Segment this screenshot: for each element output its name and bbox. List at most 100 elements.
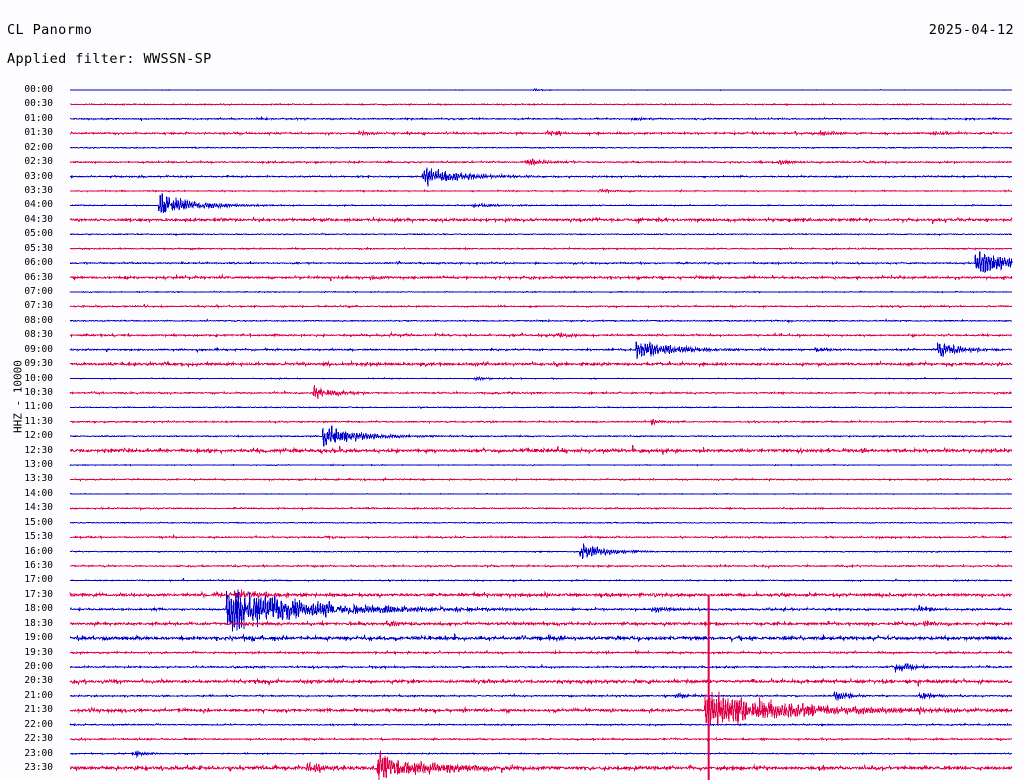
trace-row: [69, 116, 1013, 122]
time-tick-label: 06:30: [24, 271, 53, 283]
time-tick-label: 20:30: [24, 675, 53, 687]
trace-row: [69, 534, 1013, 541]
trace-row: [69, 722, 1013, 727]
time-tick-label: 03:30: [24, 184, 53, 196]
time-tick-label: 05:00: [24, 228, 53, 240]
time-tick-label: 04:00: [24, 199, 53, 211]
time-tick-label: 22:30: [24, 733, 53, 745]
time-tick-label: 14:00: [24, 487, 53, 499]
time-tick-label: 23:30: [24, 762, 53, 773]
trace-row: [69, 384, 1013, 400]
trace-row: [69, 749, 1013, 759]
time-tick-label: 23:00: [24, 747, 53, 759]
trace-row: [69, 167, 1013, 187]
trace-row: [69, 304, 1013, 309]
trace-row: [69, 444, 1013, 456]
time-tick-label: 00:00: [24, 84, 53, 95]
trace-row: [69, 129, 1013, 137]
applied-filter-label: Applied filter: WWSSN-SP: [7, 51, 212, 67]
trace-row: [69, 633, 1013, 643]
trace-row: [69, 736, 1013, 742]
time-tick-label: 11:30: [24, 415, 53, 427]
trace-row: [69, 418, 1013, 426]
trace-row: [69, 146, 1013, 150]
trace-row: [69, 359, 1013, 369]
trace-row: [69, 750, 1013, 780]
time-tick-label: 09:00: [24, 343, 53, 355]
time-tick-label: 10:00: [24, 372, 53, 384]
time-tick-label: 15:30: [24, 531, 53, 543]
time-tick-label: 01:30: [24, 127, 53, 139]
trace-row: [69, 492, 1013, 496]
trace-row: [69, 663, 1013, 673]
time-tick-label: 08:00: [24, 314, 53, 326]
time-tick-label: 18:00: [24, 603, 53, 615]
trace-row: [69, 158, 1013, 167]
trace-row: [69, 506, 1013, 512]
time-tick-label: 07:00: [24, 285, 53, 297]
time-tick-label: 19:00: [24, 632, 53, 644]
trace-row: [69, 691, 1013, 701]
trace-row: [69, 88, 1013, 92]
time-tick-label: 13:00: [24, 459, 53, 471]
time-tick-label: 07:30: [24, 300, 53, 312]
trace-row: [69, 425, 1013, 447]
record-date: 2025-04-12: [928, 22, 1014, 38]
time-tick-label: 08:30: [24, 329, 53, 341]
trace-row: [69, 521, 1013, 525]
trace-row: [69, 251, 1013, 274]
time-tick-label: 02:30: [24, 156, 53, 168]
trace-row: [69, 577, 1013, 583]
time-tick-label: 16:30: [24, 560, 53, 572]
time-tick-label: 12:30: [24, 444, 53, 456]
trace-row: [69, 476, 1013, 482]
time-axis: 00:00 00:30 01:00 01:30 02:00 02:30 03:00 03:30…: [0, 0, 53, 780]
trace-row: [69, 677, 1013, 687]
time-tick-label: 19:30: [24, 646, 53, 658]
trace-row: [69, 543, 1013, 560]
time-tick-label: 22:00: [24, 718, 53, 730]
time-tick-label: 09:30: [24, 358, 53, 370]
time-tick-label: 02:00: [24, 141, 53, 153]
time-tick-label: 17:30: [24, 588, 53, 600]
time-tick-label: 18:30: [24, 617, 53, 629]
time-tick-label: 01:00: [24, 112, 53, 124]
time-tick-label: 03:00: [24, 170, 53, 182]
trace-row: [69, 273, 1013, 282]
trace-row: [69, 232, 1013, 237]
trace-row: [69, 188, 1013, 195]
time-tick-label: 06:00: [24, 257, 53, 269]
time-tick-label: 12:00: [24, 430, 53, 442]
time-tick-label: 04:30: [24, 213, 53, 225]
time-tick-label: 13:30: [24, 473, 53, 485]
time-tick-label: 17:00: [24, 574, 53, 586]
trace-row: [69, 318, 1013, 324]
trace-row: [69, 193, 1013, 214]
time-tick-label: 20:00: [24, 661, 53, 673]
time-tick-label: 15:00: [24, 516, 53, 528]
time-tick-label: 05:30: [24, 242, 53, 254]
trace-row: [69, 331, 1013, 339]
trace-row: [69, 341, 1013, 360]
trace-row: [69, 691, 1013, 726]
trace-row: [69, 562, 1013, 569]
trace-row: [69, 376, 1013, 382]
station-title: CL Panormo: [7, 22, 93, 38]
trace-row: [69, 216, 1013, 225]
trace-row: [69, 589, 1013, 602]
time-tick-label: 00:30: [24, 98, 53, 110]
trace-row: [69, 290, 1013, 294]
trace-row: [69, 589, 1013, 632]
time-tick-label: 21:30: [24, 704, 53, 716]
time-tick-label: 10:30: [24, 386, 53, 398]
trace-row: [69, 246, 1013, 251]
trace-row: [69, 463, 1013, 467]
time-tick-label: 21:00: [24, 689, 53, 701]
time-tick-label: 16:00: [24, 545, 53, 557]
trace-row: [70, 102, 1013, 107]
trace-row: [69, 649, 1013, 656]
time-tick-label: 14:30: [24, 502, 53, 514]
